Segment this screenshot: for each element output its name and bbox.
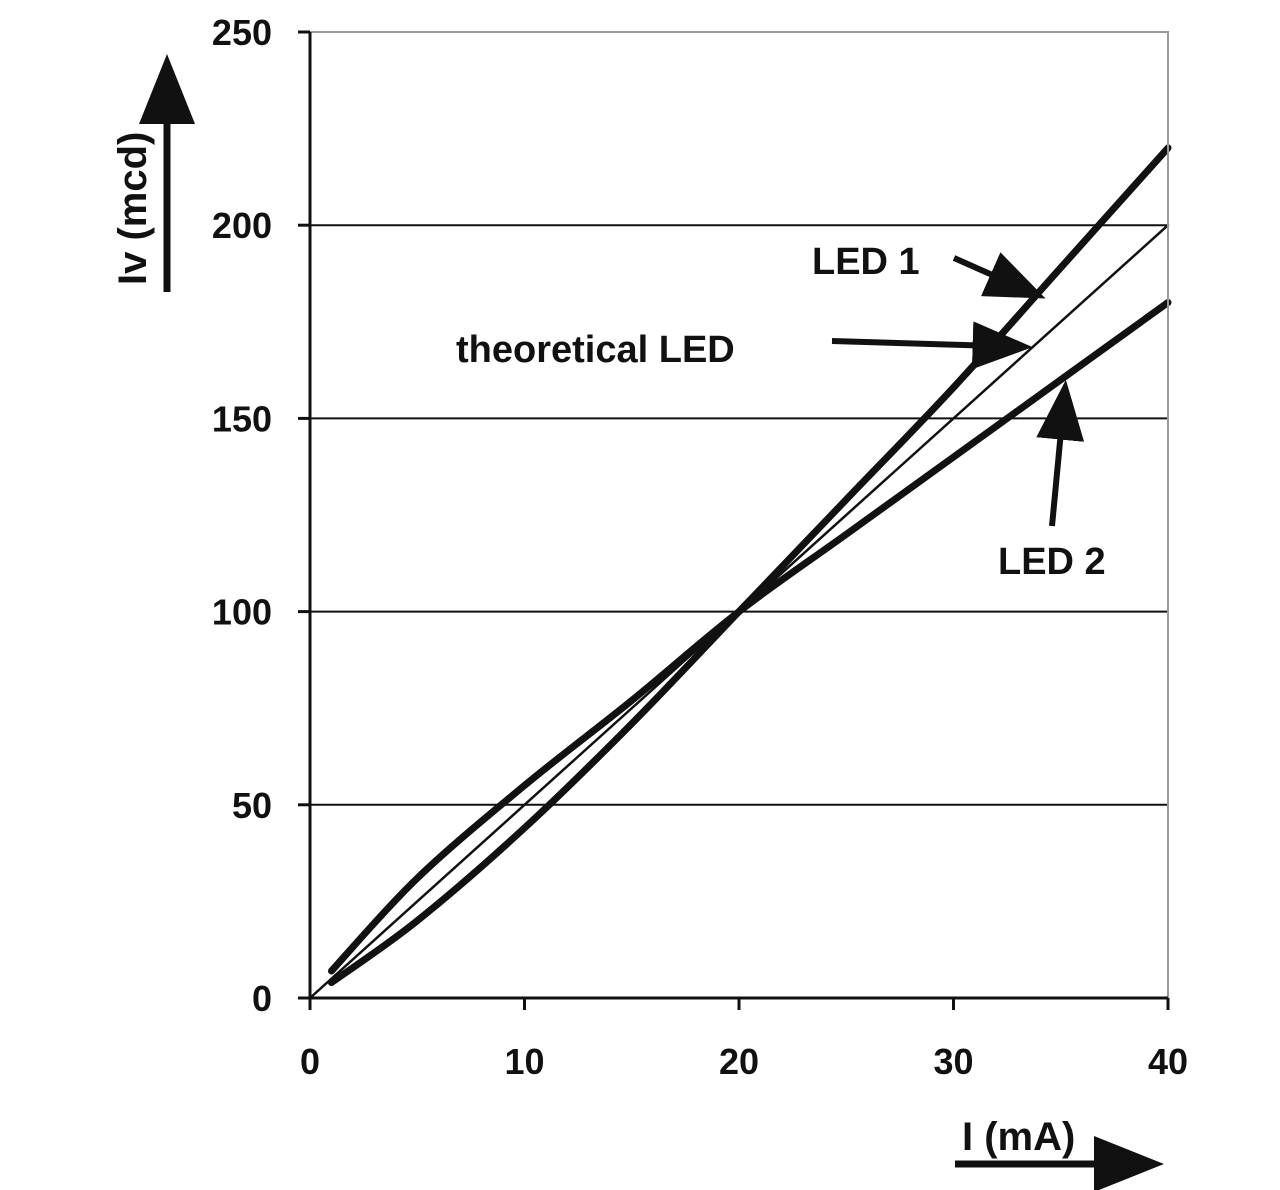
y-tick-label-0: 0	[252, 978, 272, 1019]
annotation-arrow-led-1	[952, 252, 1046, 299]
grid	[310, 224, 1168, 806]
x-tick-label-40: 40	[1148, 1041, 1188, 1082]
y-axis-label: Iv (mcd)	[111, 132, 155, 285]
y-tick-label-200: 200	[212, 205, 272, 246]
series-label-led-2: LED 2	[998, 541, 1106, 583]
x-tick-label-30: 30	[933, 1041, 973, 1082]
x-axis-label: I (mA)	[962, 1115, 1075, 1159]
series-label-led-1: LED 1	[812, 241, 920, 283]
y-tick-label-150: 150	[212, 398, 272, 439]
annotation-arrow-led-2	[1036, 379, 1085, 527]
plot-frame	[309, 31, 1169, 999]
y-tick-label-250: 250	[212, 12, 272, 53]
x-tick-label-20: 20	[719, 1041, 759, 1082]
series-group	[308, 144, 1172, 1000]
y-tick-label-50: 50	[232, 785, 272, 826]
tick-labels: 0 10 20 30 40 0 50 100 150 200 250	[212, 12, 1188, 1082]
x-tick-label-0: 0	[300, 1041, 320, 1082]
series-line-led-2	[327, 298, 1172, 975]
series-label-theoretical-led: theoretical LED	[456, 329, 735, 371]
annotation-arrow-theoretical-led	[831, 321, 1033, 370]
x-tick-label-10: 10	[504, 1041, 544, 1082]
y-tick-label-100: 100	[212, 592, 272, 633]
axes	[298, 30, 1170, 1010]
annotations: LED 1 theoretical LED LED 2	[456, 241, 1106, 583]
